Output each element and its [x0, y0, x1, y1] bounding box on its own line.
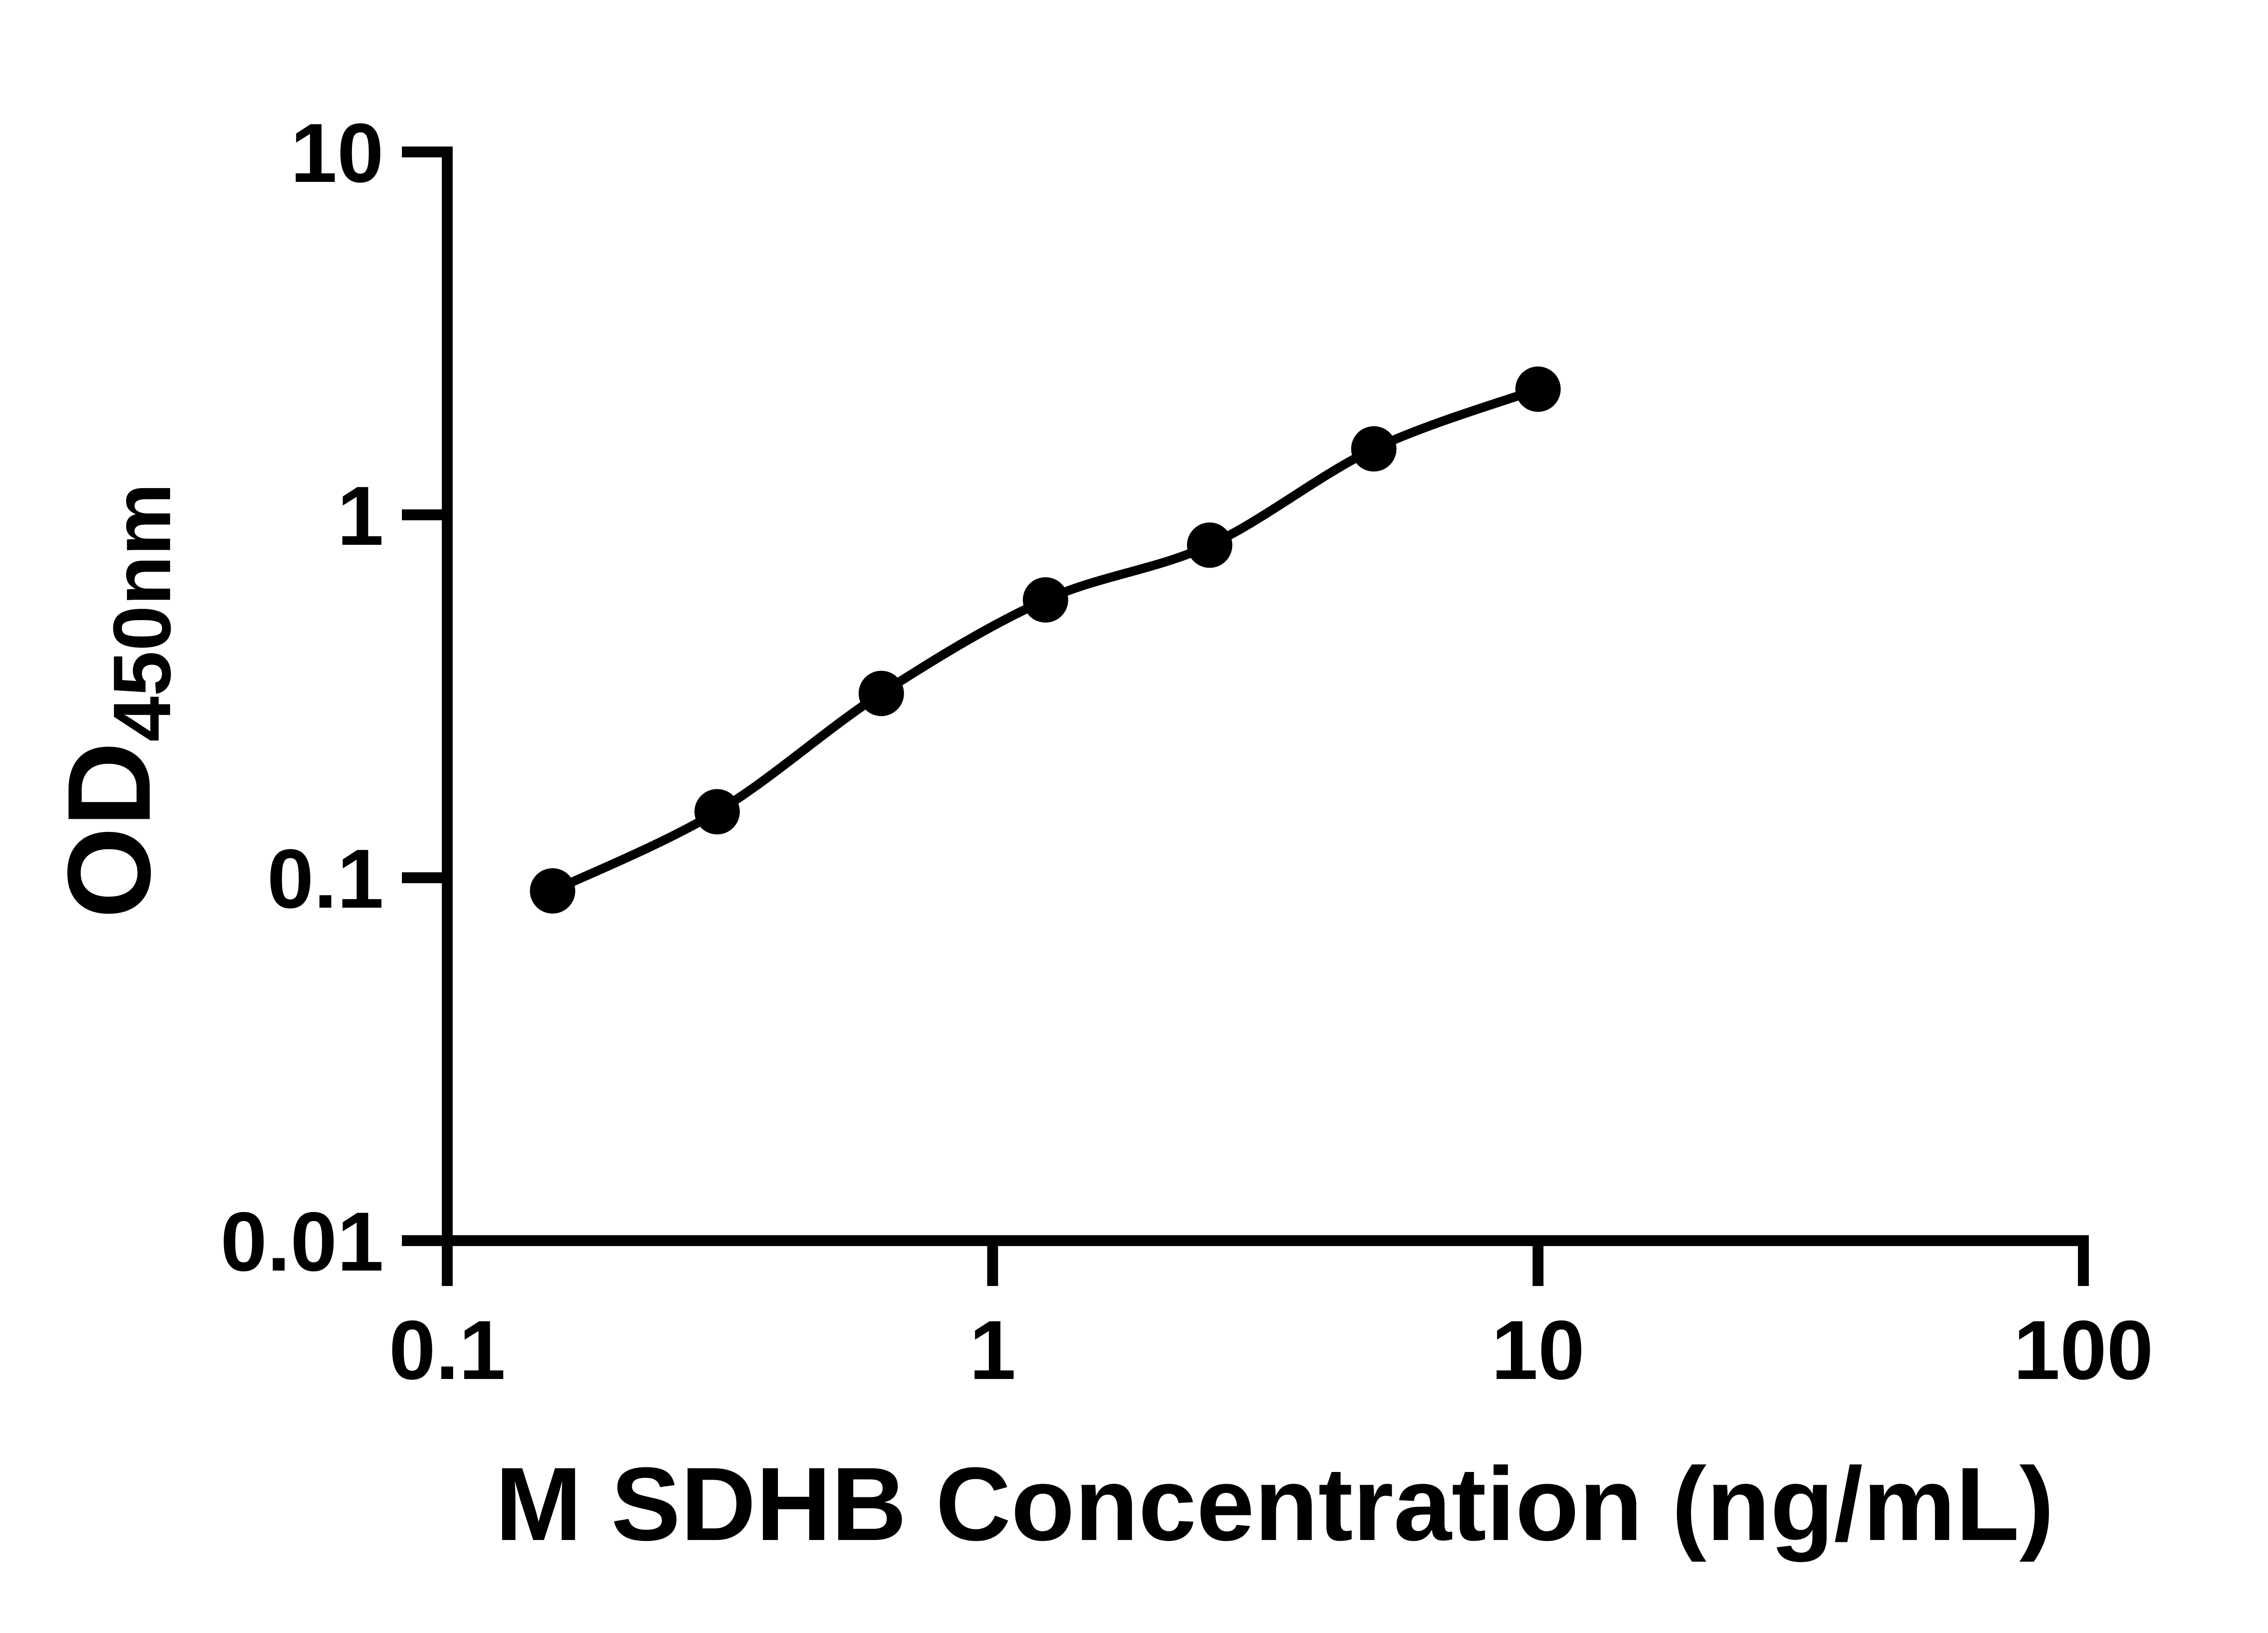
y-axis-title: OD450nm [44, 483, 188, 919]
y-tick-label-0.1: 0.1 [267, 832, 384, 926]
data-point-marker-4 [1022, 577, 1068, 623]
x-tick-label-1: 1 [969, 1304, 1016, 1397]
data-point-marker-7 [1515, 366, 1561, 412]
data-point-marker-1 [530, 868, 576, 914]
x-axis-title: M SDHB Concentration (ng/mL) [495, 1446, 2054, 1562]
y-axis-title-subscript: 450nm [97, 483, 188, 742]
x-tick-label-0.1: 0.1 [389, 1304, 505, 1397]
data-point-marker-3 [858, 670, 904, 716]
y-tick-label-0.01: 0.01 [220, 1195, 384, 1289]
y-tick-label-10: 10 [290, 107, 384, 200]
data-point-marker-5 [1187, 522, 1232, 568]
x-tick-label-10: 10 [1491, 1304, 1585, 1397]
x-tick-label-100: 100 [2014, 1304, 2154, 1397]
y-axis-title-main: OD [44, 742, 175, 919]
data-points [530, 366, 1561, 914]
data-point-marker-2 [694, 789, 740, 835]
data-point-marker-6 [1351, 426, 1397, 472]
y-tick-label-1: 1 [337, 469, 384, 563]
axis-ticks [402, 509, 1544, 1286]
